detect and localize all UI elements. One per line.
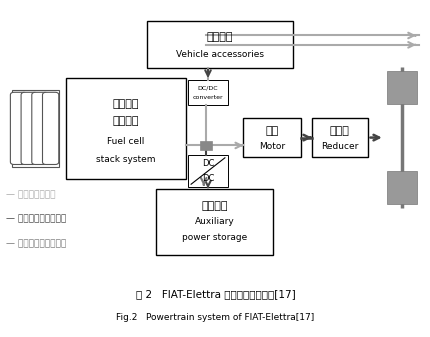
Text: stack system: stack system (95, 155, 155, 164)
Text: 辅助储能: 辅助储能 (201, 201, 227, 211)
Bar (311, 118, 367, 157)
Text: — 燃料电池的能量: — 燃料电池的能量 (6, 191, 55, 200)
Text: Motor: Motor (258, 142, 285, 151)
Text: Reducer: Reducer (320, 142, 357, 151)
FancyBboxPatch shape (43, 92, 58, 164)
Text: Vehicle accessories: Vehicle accessories (175, 50, 263, 59)
Bar (187, 155, 228, 187)
FancyBboxPatch shape (21, 92, 37, 164)
Text: DC: DC (201, 174, 214, 183)
Text: — 辅助储能系统的能量: — 辅助储能系统的能量 (6, 215, 66, 224)
Text: 车辆附件: 车辆附件 (206, 32, 233, 42)
Bar (243, 118, 301, 157)
Text: 燃料电池: 燃料电池 (112, 99, 138, 109)
Bar (199, 141, 211, 150)
Bar (386, 171, 416, 205)
Text: 电机: 电机 (265, 126, 278, 136)
Text: DC/DC: DC/DC (197, 86, 218, 91)
Bar (12, 90, 59, 167)
Text: Auxiliary: Auxiliary (194, 217, 234, 226)
Bar (187, 80, 228, 105)
Bar (155, 189, 273, 255)
FancyBboxPatch shape (10, 92, 27, 164)
Bar (65, 78, 185, 179)
Bar (386, 71, 416, 104)
Text: 电堆系统: 电堆系统 (112, 116, 138, 126)
Text: converter: converter (192, 95, 223, 100)
Text: Fuel cell: Fuel cell (107, 137, 144, 146)
Bar (147, 22, 292, 68)
FancyBboxPatch shape (32, 92, 48, 164)
Text: — 车辆反馈回收的能量: — 车辆反馈回收的能量 (6, 239, 66, 248)
Text: DC: DC (201, 159, 214, 168)
Text: 减速器: 减速器 (329, 126, 349, 136)
Text: power storage: power storage (181, 233, 246, 242)
Text: 图 2   FIAT-Elettra 动力传动系统结构[17]: 图 2 FIAT-Elettra 动力传动系统结构[17] (135, 289, 295, 299)
Text: Fig.2   Powertrain system of FIAT-Elettra[17]: Fig.2 Powertrain system of FIAT-Elettra[… (116, 313, 314, 322)
